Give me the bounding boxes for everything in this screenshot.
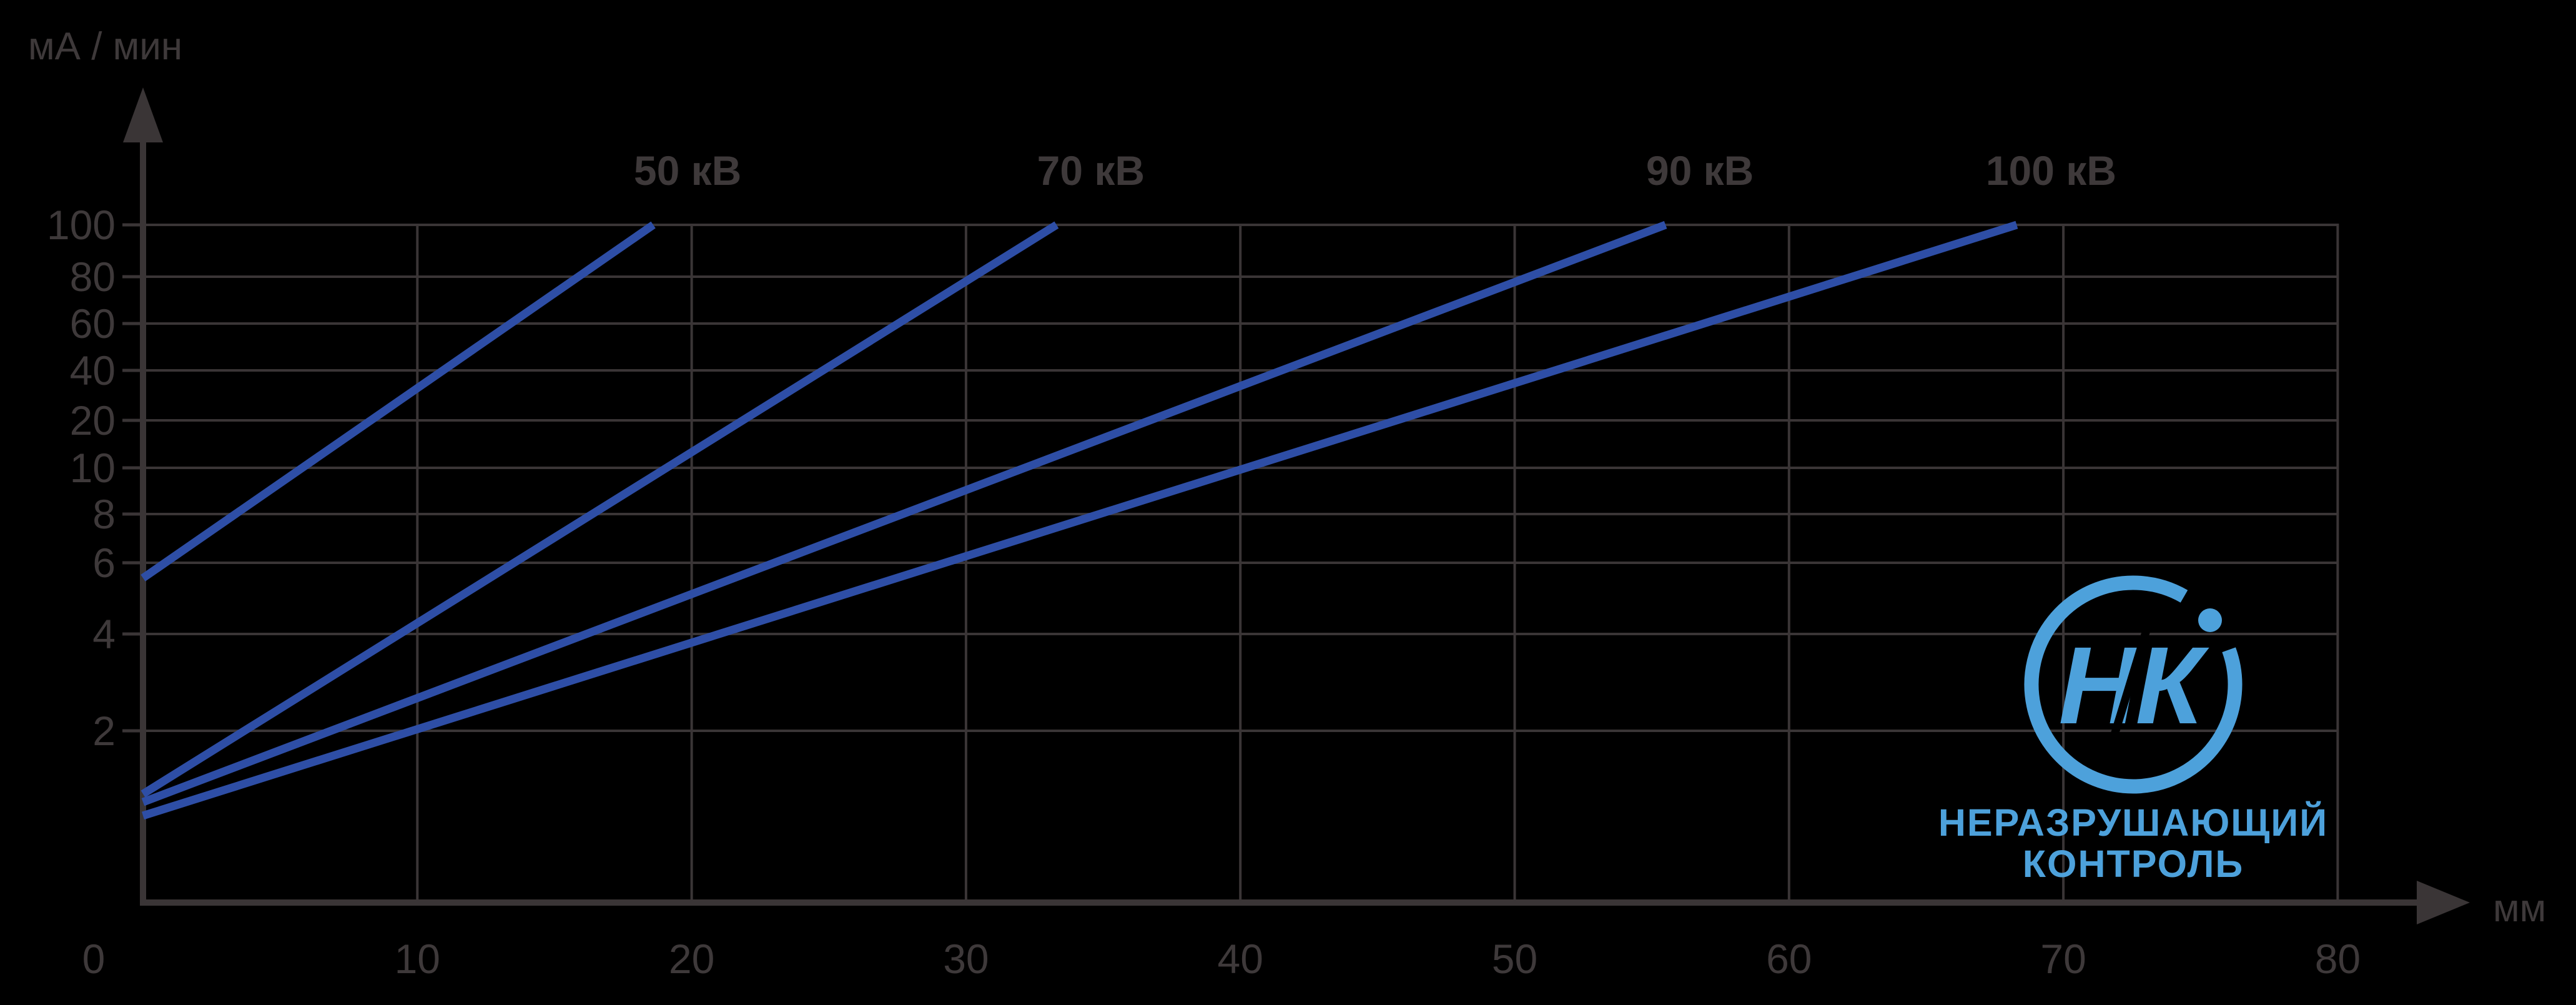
- series-line-100кВ: [142, 220, 2018, 820]
- x-axis-unit-label: мм: [2493, 887, 2546, 930]
- logo-ring-icon: [2024, 575, 2243, 794]
- series-label-70kv: 70 кВ: [1037, 147, 1145, 194]
- series-line-50кВ: [141, 221, 656, 582]
- series-label-50kv: 50 кВ: [634, 147, 741, 194]
- y-tick-label: 2: [92, 708, 116, 754]
- x-tick-label: 30: [943, 936, 989, 982]
- logo-dot-icon: [2198, 608, 2222, 632]
- y-tick-label: 100: [47, 202, 116, 248]
- x-tick-labels: 0 10 20 30 40 50 60 70 80: [82, 936, 2361, 982]
- y-axis-arrow-icon: [123, 87, 163, 142]
- y-tick-label: 10: [70, 445, 116, 491]
- logo-slash-icon: [2108, 626, 2151, 743]
- logo-text-line2: КОНТРОЛЬ: [2023, 843, 2244, 885]
- x-tick-label: 0: [82, 936, 106, 982]
- x-tick-label: 10: [395, 936, 440, 982]
- x-tick-label: 20: [669, 936, 714, 982]
- y-tick-label: 4: [92, 611, 116, 657]
- y-tick-label: 8: [92, 491, 116, 537]
- ndt-logo: НК НЕРАЗРУШАЮЩИЙ КОНТРОЛЬ: [1938, 575, 2328, 885]
- series-lines: [141, 220, 2018, 820]
- y-tick-label: 60: [70, 300, 116, 347]
- y-tick-label: 80: [70, 254, 116, 300]
- y-tick-marks: [122, 223, 143, 733]
- x-tick-label: 50: [1492, 936, 1537, 982]
- series-label-90kv: 90 кВ: [1646, 147, 1754, 194]
- series-line-70кВ: [141, 221, 1059, 798]
- y-axis-unit-label: мА / мин: [28, 25, 182, 68]
- logo-text-line1: НЕРАЗРУШАЮЩИЙ: [1938, 801, 2328, 844]
- y-tick-label: 40: [70, 347, 116, 394]
- y-tick-label: 20: [70, 397, 116, 443]
- x-tick-label: 80: [2315, 936, 2361, 982]
- x-tick-label: 60: [1766, 936, 1812, 982]
- x-tick-label: 70: [2040, 936, 2086, 982]
- series-label-100kv: 100 кВ: [1986, 147, 2116, 194]
- x-axis-arrow-icon: [2417, 881, 2470, 924]
- y-tick-label: 6: [92, 540, 116, 586]
- logo-monogram: НК: [2058, 625, 2209, 747]
- series-line-90кВ: [141, 220, 1667, 806]
- x-tick-label: 40: [1217, 936, 1263, 982]
